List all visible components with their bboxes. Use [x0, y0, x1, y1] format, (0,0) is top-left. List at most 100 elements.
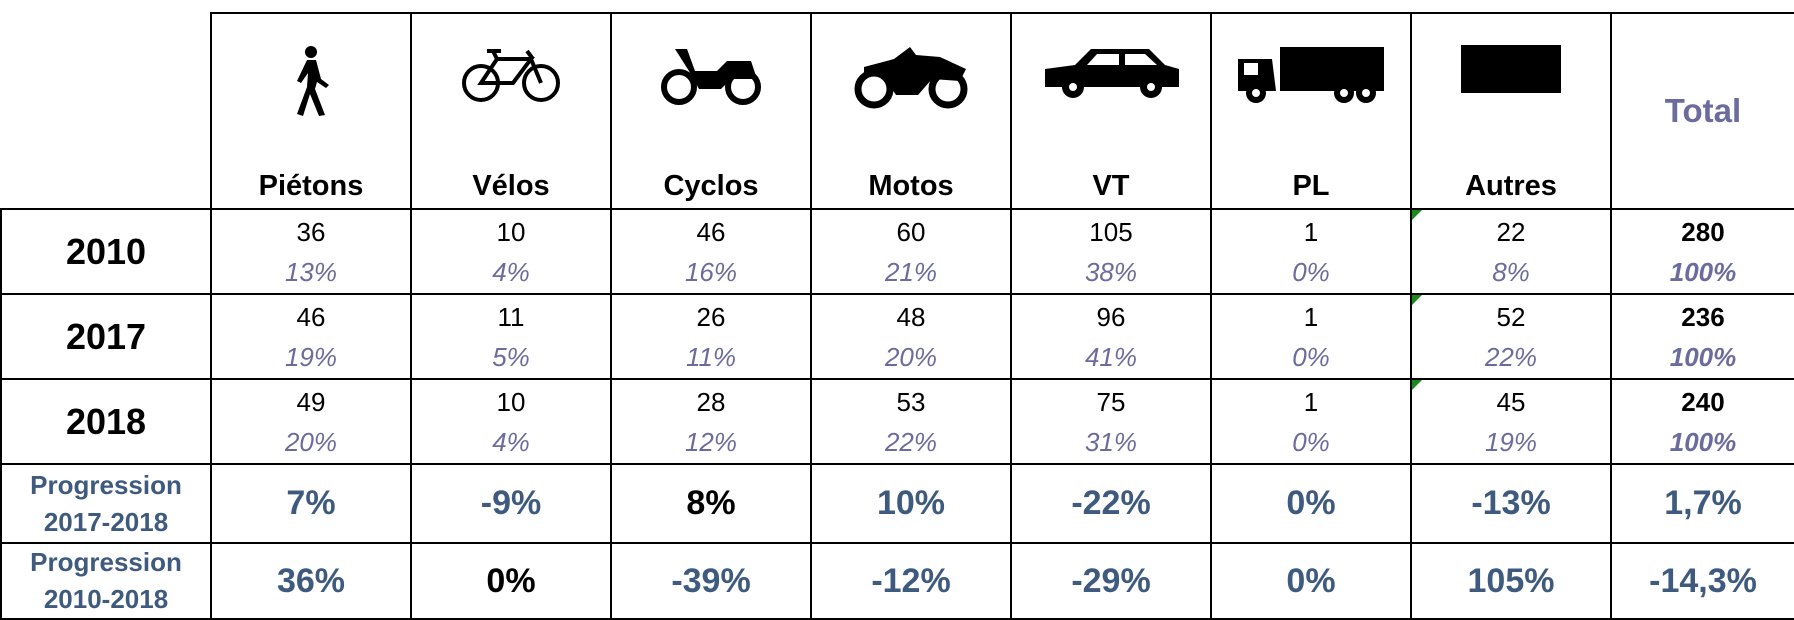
percent: 13% — [284, 256, 338, 287]
motorcycle-icon — [854, 47, 967, 109]
data-cell: 1 0% — [1210, 208, 1412, 295]
header-label: PL — [1292, 170, 1330, 202]
progression-value: 8% — [686, 484, 736, 522]
data-cell: 1 0% — [1210, 378, 1412, 465]
count: 46 — [296, 301, 326, 332]
data-cell: 46 19% — [210, 293, 412, 380]
percent: 12% — [684, 426, 738, 457]
percent: 0% — [1292, 256, 1330, 287]
count: 1 — [1303, 216, 1319, 247]
total-percent: 100% — [1669, 426, 1737, 457]
progression-value: 0% — [1286, 484, 1336, 522]
data-cell: 10 4% — [410, 378, 612, 465]
data-cell: 45 19% — [1410, 378, 1612, 465]
count: 46 — [696, 216, 726, 247]
progression-value: -12% — [871, 561, 951, 600]
progression-value: 0% — [1286, 561, 1336, 600]
moped-icon — [661, 49, 761, 105]
progression-cell: 0% — [1210, 542, 1412, 620]
count: 1 — [1303, 301, 1319, 332]
percent: 4% — [492, 426, 530, 457]
total-count: 240 — [1681, 386, 1725, 417]
other-icon — [1461, 45, 1561, 93]
count: 45 — [1496, 386, 1526, 417]
progression-total: -14,3% — [1649, 561, 1757, 600]
progression-label-cell: Progression 2010-2018 — [0, 542, 212, 620]
year-row: 2017 46 19% 11 5% 26 11% 48 20% 96 41% 1 0% 52 22% 236 1… — [0, 293, 1794, 380]
header-cell: Cyclos — [610, 12, 812, 210]
count: 52 — [1496, 301, 1526, 332]
count: 22 — [1496, 216, 1526, 247]
data-cell: 22 8% — [1410, 208, 1612, 295]
progression-label-cell: Progression 2017-2018 — [0, 463, 212, 544]
count: 75 — [1096, 386, 1126, 417]
count: 36 — [296, 216, 326, 247]
data-cell: 36 13% — [210, 208, 412, 295]
progression-cell: -39% — [610, 542, 812, 620]
truck-icon — [1238, 47, 1384, 103]
progression-value: -22% — [1071, 484, 1151, 522]
count: 11 — [497, 301, 525, 332]
total-cell: 236 100% — [1610, 293, 1794, 380]
header-cell: Vélos — [410, 12, 612, 210]
total-cell: 240 100% — [1610, 378, 1794, 465]
data-cell: 53 22% — [810, 378, 1012, 465]
data-cell: 11 5% — [410, 293, 612, 380]
progression-cell: 10% — [810, 463, 1012, 544]
progression-label: 2010-2018 — [43, 584, 169, 614]
year-row: 2018 49 20% 10 4% 28 12% 53 22% 75 31% 1 0% 45 19% 240 1… — [0, 378, 1794, 465]
progression-cell: 7% — [210, 463, 412, 544]
year-label: 2017 — [65, 315, 147, 357]
bicycle-icon — [462, 49, 560, 102]
percent: 0% — [1292, 341, 1330, 372]
year-row: 2010 36 13% 10 4% 46 16% 60 21% 105 38% 1 0% 22 8% 280 1… — [0, 208, 1794, 295]
count: 10 — [496, 216, 526, 247]
year-cell: 2017 — [0, 293, 212, 380]
percent: 21% — [884, 256, 938, 287]
progression-value: 105% — [1467, 561, 1555, 600]
progression-value: 7% — [286, 484, 336, 522]
total-header-cell: Total — [1610, 12, 1794, 210]
progression-label: 2017-2018 — [43, 506, 169, 537]
progression-cell: -12% — [810, 542, 1012, 620]
progression-cell: -9% — [410, 463, 612, 544]
progression-row: Progression 2010-2018 36% 0% -39% -12% -29% 0% 1… — [0, 542, 1794, 620]
progression-value: -39% — [671, 561, 751, 600]
count: 53 — [896, 386, 926, 417]
percent: 41% — [1084, 341, 1138, 372]
header-cell: Autres — [1410, 12, 1612, 210]
header-cell: PL — [1210, 12, 1412, 210]
progression-value: -29% — [1071, 561, 1151, 600]
header-label: Piétons — [258, 170, 364, 202]
progression-total: 1,7% — [1664, 484, 1742, 522]
count: 60 — [896, 216, 926, 247]
total-cell: 280 100% — [1610, 208, 1794, 295]
percent: 20% — [884, 341, 938, 372]
progression-value: 10% — [876, 484, 946, 522]
progression-value: -9% — [480, 484, 542, 522]
percent: 22% — [884, 426, 938, 457]
corner-cell — [1, 13, 212, 210]
count: 105 — [1089, 216, 1133, 247]
progression-value: 0% — [486, 561, 536, 600]
data-cell: 1 0% — [1210, 293, 1412, 380]
header-label: Cyclos — [663, 170, 759, 202]
percent: 19% — [1484, 426, 1538, 457]
total-count: 280 — [1681, 216, 1725, 247]
car-icon — [1045, 49, 1179, 98]
data-cell: 60 21% — [810, 208, 1012, 295]
year-label: 2010 — [65, 230, 147, 272]
header-label: Autres — [1465, 170, 1557, 202]
total-percent: 100% — [1669, 256, 1737, 287]
accident-table: Piétons Vélos Cyclos Motos VT PL Autres … — [0, 12, 1794, 620]
count: 48 — [896, 301, 926, 332]
count: 10 — [496, 386, 526, 417]
progression-cell: -22% — [1010, 463, 1212, 544]
count: 1 — [1303, 386, 1319, 417]
data-cell: 96 41% — [1010, 293, 1212, 380]
data-cell: 105 38% — [1010, 208, 1212, 295]
percent: 38% — [1084, 256, 1138, 287]
percent: 4% — [492, 256, 530, 287]
header-cell: Piétons — [210, 12, 412, 210]
total-header: Total — [1664, 92, 1742, 129]
